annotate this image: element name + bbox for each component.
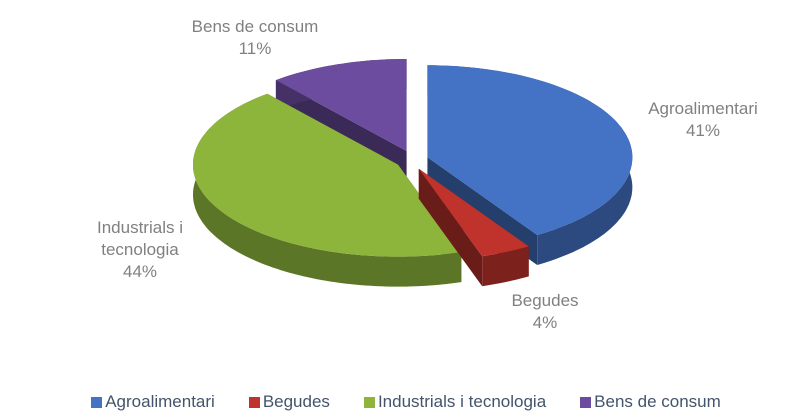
slice-side: [482, 246, 529, 287]
data-label: Begudes 4%: [511, 290, 578, 334]
legend-label: Industrials i tecnologia: [377, 392, 547, 411]
data-label-value: 41%: [685, 121, 721, 140]
data-label: Industrials i tecnologia 44%: [75, 217, 205, 283]
slice-side: [193, 93, 462, 287]
data-label: Agroalimentari 41%: [648, 98, 758, 142]
pie-canvas: [193, 59, 633, 287]
legend-item: Industrials i tecnologia: [363, 392, 547, 412]
data-label-name: Industrials i tecnologia: [97, 218, 183, 259]
legend-label: Agroalimentari: [105, 392, 215, 411]
legend-item: Bens de consum: [580, 392, 721, 412]
data-label: Bens de consum 11%: [192, 16, 319, 60]
legend-label: Bens de consum: [594, 392, 721, 411]
slice-top: [418, 168, 529, 257]
slice: [418, 168, 529, 287]
legend-label: Begudes: [262, 392, 330, 411]
data-label-name: Begudes: [511, 291, 579, 310]
slice-wall: [418, 168, 483, 287]
data-label-value: 11%: [238, 39, 272, 58]
legend-item: Begudes: [248, 392, 330, 412]
slice-top: [193, 93, 462, 257]
data-label-name: Bens de consum: [191, 17, 319, 36]
legend-swatch: [363, 396, 375, 408]
slice-top: [275, 59, 407, 151]
legend-swatch: [248, 396, 260, 408]
data-label-value: 44%: [122, 262, 158, 281]
data-label-name: Agroalimentari: [648, 99, 758, 118]
slice-top: [427, 65, 633, 235]
legend-item: Agroalimentari: [91, 392, 215, 412]
data-label-value: 4%: [532, 313, 558, 332]
legend: Agroalimentari Begudes Industrials i tecno…: [0, 392, 812, 412]
slice: [193, 93, 462, 287]
legend-swatch: [91, 396, 103, 408]
legend-swatch: [580, 396, 592, 408]
